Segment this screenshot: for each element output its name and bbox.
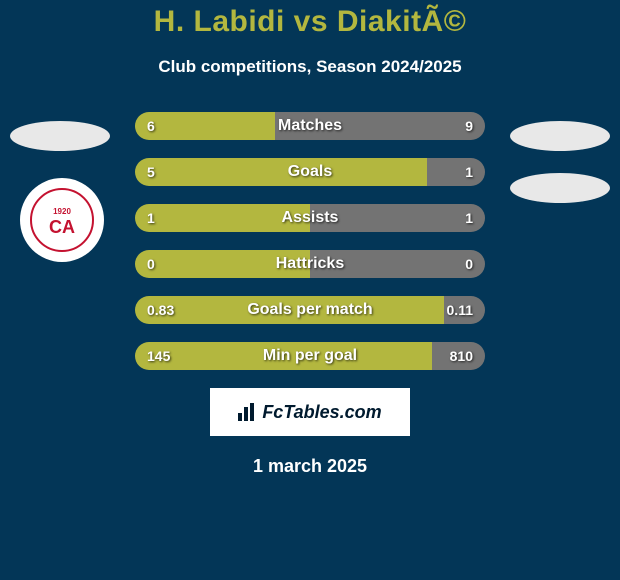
club-badge-left: 1920 CA (20, 178, 104, 262)
brand-bars-icon (238, 403, 258, 421)
club-badge-inner: 1920 CA (30, 188, 94, 252)
page-subtitle: Club competitions, Season 2024/2025 (0, 57, 620, 77)
club-badge-year: 1920 (53, 207, 71, 216)
stat-value-right: 0 (465, 250, 473, 278)
stat-label: Min per goal (135, 342, 485, 370)
stat-label: Matches (135, 112, 485, 140)
comparison-infographic: H. Labidi vs DiakitÃ© Club competitions,… (0, 0, 620, 580)
stat-value-left: 5 (147, 158, 155, 186)
stat-value-right: 1 (465, 204, 473, 232)
brand-badge: FcTables.com (210, 388, 410, 436)
stat-value-left: 6 (147, 112, 155, 140)
date-label: 1 march 2025 (0, 456, 620, 477)
stat-label: Assists (135, 204, 485, 232)
brand-name: FcTables.com (262, 402, 381, 423)
stat-value-left: 145 (147, 342, 170, 370)
stat-label: Hattricks (135, 250, 485, 278)
stat-value-right: 9 (465, 112, 473, 140)
stat-label: Goals per match (135, 296, 485, 324)
stat-row: Min per goal145 810 (135, 342, 485, 370)
team-logo-right-1 (510, 121, 610, 151)
club-badge-initials: CA (49, 218, 75, 236)
stat-label: Goals (135, 158, 485, 186)
stats-area: Matches69Goals51Assists11Hattricks00Goal… (135, 112, 485, 370)
stat-value-right: 0.11 (447, 296, 473, 324)
stat-value-left: 0 (147, 250, 155, 278)
stat-row: Goals per match0.83 0.11 (135, 296, 485, 324)
stat-row: Goals5 1 (135, 158, 485, 186)
stat-row: Hattricks0 0 (135, 250, 485, 278)
team-logo-left-1 (10, 121, 110, 151)
stat-value-right: 1 (465, 158, 473, 186)
team-logo-right-2 (510, 173, 610, 203)
stat-value-left: 0.83 (147, 296, 174, 324)
stat-row: Matches6 9 (135, 112, 485, 140)
stat-value-right: 810 (450, 342, 473, 370)
stat-value-left: 1 (147, 204, 155, 232)
page-title: H. Labidi vs DiakitÃ© (0, 5, 620, 39)
stat-row: Assists1 1 (135, 204, 485, 232)
